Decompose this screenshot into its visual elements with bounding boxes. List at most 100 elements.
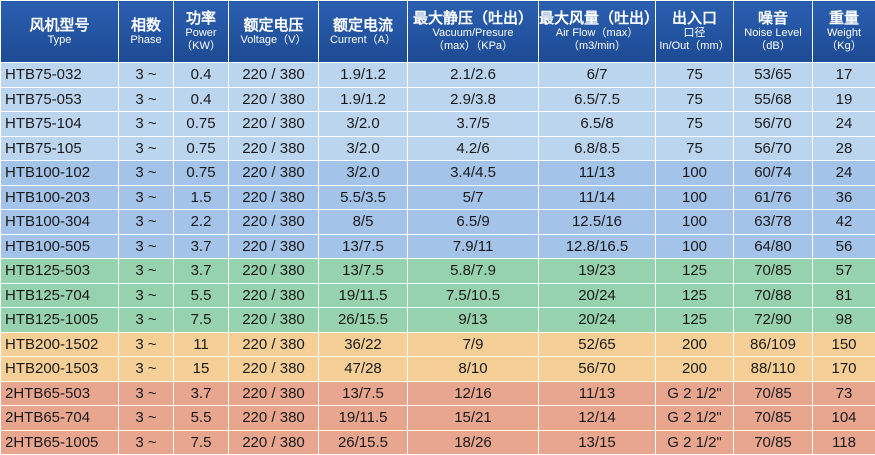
table-cell: 3 ~ (118, 331, 174, 357)
table-cell: HTB75-105 (0, 135, 119, 161)
header-text: （KW） (181, 40, 221, 53)
table-cell: 3 ~ (118, 405, 174, 431)
header-cell: 相数 Phase (118, 0, 174, 63)
table-cell: 2HTB65-503 (0, 380, 119, 406)
table-cell: 0.75 (173, 111, 229, 137)
table-cell: 98 (812, 307, 875, 333)
table-cell: 3.7 (173, 233, 229, 259)
table-cell: 2.2 (173, 209, 229, 235)
header-cell: 额定电流 Current（A） (318, 0, 408, 63)
table-cell: 56/70 (733, 111, 813, 137)
header-text: Noise Level (744, 27, 802, 40)
table-cell: 220 / 380 (228, 331, 319, 357)
table-cell: 64/80 (733, 233, 813, 259)
table-cell: 55/68 (733, 86, 813, 112)
table-row: HTB75-104 3 ~0.75 220 / 380 3/2.0 3.7/5 6.5/8… (0, 111, 875, 137)
table-cell: 3.4/4.5 (407, 160, 539, 186)
table-cell: 12.8/16.5 (538, 233, 656, 259)
table-cell: HTB75-053 (0, 86, 119, 112)
table-cell: 88/110 (733, 356, 813, 382)
table-cell: 3 ~ (118, 160, 174, 186)
table-cell: 220 / 380 (228, 258, 319, 284)
table-cell: 200 (655, 331, 734, 357)
table-cell: 3.7 (173, 258, 229, 284)
table-row: HTB100-304 3 ~2.2 220 / 380 8/5 6.5/9 12.5/16… (0, 209, 875, 235)
table-row: HTB125-704 3 ~5.5 220 / 380 19/11.5 7.5/10.5… (0, 282, 875, 308)
table-cell: 220 / 380 (228, 307, 319, 333)
table-cell: 52/65 (538, 331, 656, 357)
table-cell: 2HTB65-1005 (0, 429, 119, 455)
table-cell: 19/11.5 (318, 405, 408, 431)
table-row: 2HTB65-704 3 ~5.5 220 / 380 19/11.5 15/21 12/… (0, 405, 875, 431)
table-cell: 150 (812, 331, 875, 357)
table-cell: HTB75-104 (0, 111, 119, 137)
header-cell: 最大风量（吐出） Air Flow（max） （m3/min） (538, 0, 656, 63)
table-cell: HTB100-304 (0, 209, 119, 235)
table-cell: 6.5/9 (407, 209, 539, 235)
table-cell: HTB100-102 (0, 160, 119, 186)
table-cell: 3 ~ (118, 356, 174, 382)
table-cell: 15 (173, 356, 229, 382)
table-row: HTB200-1502 3 ~11 220 / 380 36/22 7/9 52/65 20… (0, 331, 875, 357)
table-cell: 36/22 (318, 331, 408, 357)
table-cell: 3 ~ (118, 209, 174, 235)
header-text: （Kg） (826, 40, 862, 53)
table-cell: G 2 1/2" (655, 405, 734, 431)
table-cell: 75 (655, 111, 734, 137)
table-cell: 13/7.5 (318, 258, 408, 284)
table-cell: 3 ~ (118, 111, 174, 137)
header-text: Current（A） (329, 33, 397, 46)
table-cell: 61/76 (733, 184, 813, 210)
table-cell: 8/10 (407, 356, 539, 382)
table-cell: 8/5 (318, 209, 408, 235)
table-cell: 7.5/10.5 (407, 282, 539, 308)
table-row: 2HTB65-1005 3 ~7.5 220 / 380 26/15.5 18/26 13… (0, 429, 875, 455)
table-cell: G 2 1/2" (655, 429, 734, 455)
table-row: HTB75-105 3 ~0.75 220 / 380 3/2.0 4.2/6 6.8/8… (0, 135, 875, 161)
table-cell: 220 / 380 (228, 380, 319, 406)
table-cell: 6.5/8 (538, 111, 656, 137)
table-cell: 0.75 (173, 135, 229, 161)
table-cell: 220 / 380 (228, 160, 319, 186)
header-text: In/Out（mm） (659, 40, 730, 53)
table-cell: 5.8/7.9 (407, 258, 539, 284)
table-cell: 56/70 (733, 135, 813, 161)
table-cell: 15/21 (407, 405, 539, 431)
table-cell: 100 (655, 160, 734, 186)
table-cell: 125 (655, 282, 734, 308)
table-cell: 70/85 (733, 258, 813, 284)
table-cell: 7/9 (407, 331, 539, 357)
table-cell: 3 ~ (118, 307, 174, 333)
table-cell: 2.9/3.8 (407, 86, 539, 112)
table-cell: 56 (812, 233, 875, 259)
table-cell: 220 / 380 (228, 356, 319, 382)
table-cell: 170 (812, 356, 875, 382)
header-text: 口径 (683, 27, 706, 40)
table-cell: 220 / 380 (228, 282, 319, 308)
table-cell: 20/24 (538, 282, 656, 308)
header-text: Voltage（V） (240, 33, 307, 46)
table-cell: 19 (812, 86, 875, 112)
table-cell: 220 / 380 (228, 135, 319, 161)
table-cell: 220 / 380 (228, 111, 319, 137)
table-cell: 75 (655, 86, 734, 112)
table-cell: 125 (655, 258, 734, 284)
header-text: 额定电流 (332, 16, 393, 34)
table-cell: 2.1/2.6 (407, 62, 539, 88)
table-row: HTB100-505 3 ~3.7 220 / 380 13/7.5 7.9/11 12.… (0, 233, 875, 259)
table-cell: 11/13 (538, 160, 656, 186)
table-row: 2HTB65-503 3 ~3.7 220 / 380 13/7.5 12/16 11/1… (0, 380, 875, 406)
table-cell: 70/85 (733, 429, 813, 455)
table-cell: 73 (812, 380, 875, 406)
table-cell: HTB75-032 (0, 62, 119, 88)
table-cell: 3 ~ (118, 135, 174, 161)
header-text: 最大静压（吐出） (412, 10, 533, 28)
header-text: 重量 (828, 10, 859, 28)
header-text: （max）（KPa） (432, 40, 514, 53)
table-cell: 42 (812, 209, 875, 235)
table-cell: 57 (812, 258, 875, 284)
table-cell: 47/28 (318, 356, 408, 382)
table-cell: 11/14 (538, 184, 656, 210)
table-cell: 12/16 (407, 380, 539, 406)
table-cell: 56/70 (538, 356, 656, 382)
